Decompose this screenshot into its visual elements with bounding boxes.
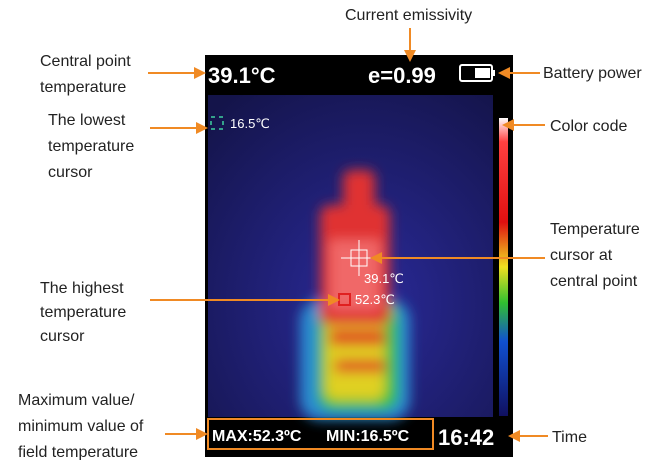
lowest-cursor-box	[210, 116, 224, 130]
annotation: The highest	[40, 280, 124, 297]
min-temperature: MIN:16.5ºC	[326, 428, 410, 445]
annotation: Time	[552, 429, 587, 446]
thermal-object	[300, 170, 410, 420]
annotation: cursor	[40, 328, 85, 345]
highest-cursor-label: 52.3℃	[355, 292, 395, 307]
annotation: field temperature	[18, 444, 138, 460]
annotation: cursor	[48, 164, 93, 181]
annotation: temperature	[40, 79, 126, 96]
lowest-cursor-label: 16.5℃	[230, 116, 270, 131]
annotation: minimum value of	[18, 418, 144, 435]
arrows	[148, 28, 548, 442]
color-code-bar	[499, 118, 508, 416]
max-temperature: MAX:52.3ºC	[212, 428, 302, 445]
time: 16:42	[438, 425, 494, 450]
annotation: Battery power	[543, 65, 642, 82]
central-temperature: 39.1°C	[208, 63, 276, 88]
center-cursor-label: 39.1℃	[364, 271, 404, 286]
annotation: Color code	[550, 118, 627, 135]
annotation: temperature	[40, 304, 126, 321]
annotation: Central point	[40, 53, 131, 70]
annotation: central point	[550, 273, 638, 290]
emissivity: e=0.99	[368, 63, 436, 88]
annotation: Temperature	[550, 221, 640, 238]
annotation: Current emissivity	[345, 7, 472, 24]
annotation: The lowest	[48, 112, 126, 129]
annotation: cursor at	[550, 247, 613, 264]
annotation: Maximum value/	[18, 392, 135, 409]
battery-icon	[459, 64, 495, 82]
annotation: temperature	[48, 138, 134, 155]
